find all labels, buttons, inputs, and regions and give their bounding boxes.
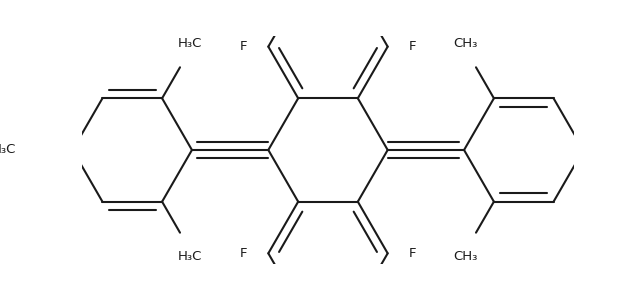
Text: CH₃: CH₃ [454, 37, 478, 50]
Text: H₃C: H₃C [0, 143, 17, 157]
Text: F: F [409, 40, 417, 53]
Text: F: F [239, 247, 247, 260]
Text: F: F [239, 40, 247, 53]
Text: H₃C: H₃C [178, 37, 202, 50]
Text: CH₃: CH₃ [454, 250, 478, 263]
Text: H₃C: H₃C [178, 250, 202, 263]
Text: F: F [409, 247, 417, 260]
